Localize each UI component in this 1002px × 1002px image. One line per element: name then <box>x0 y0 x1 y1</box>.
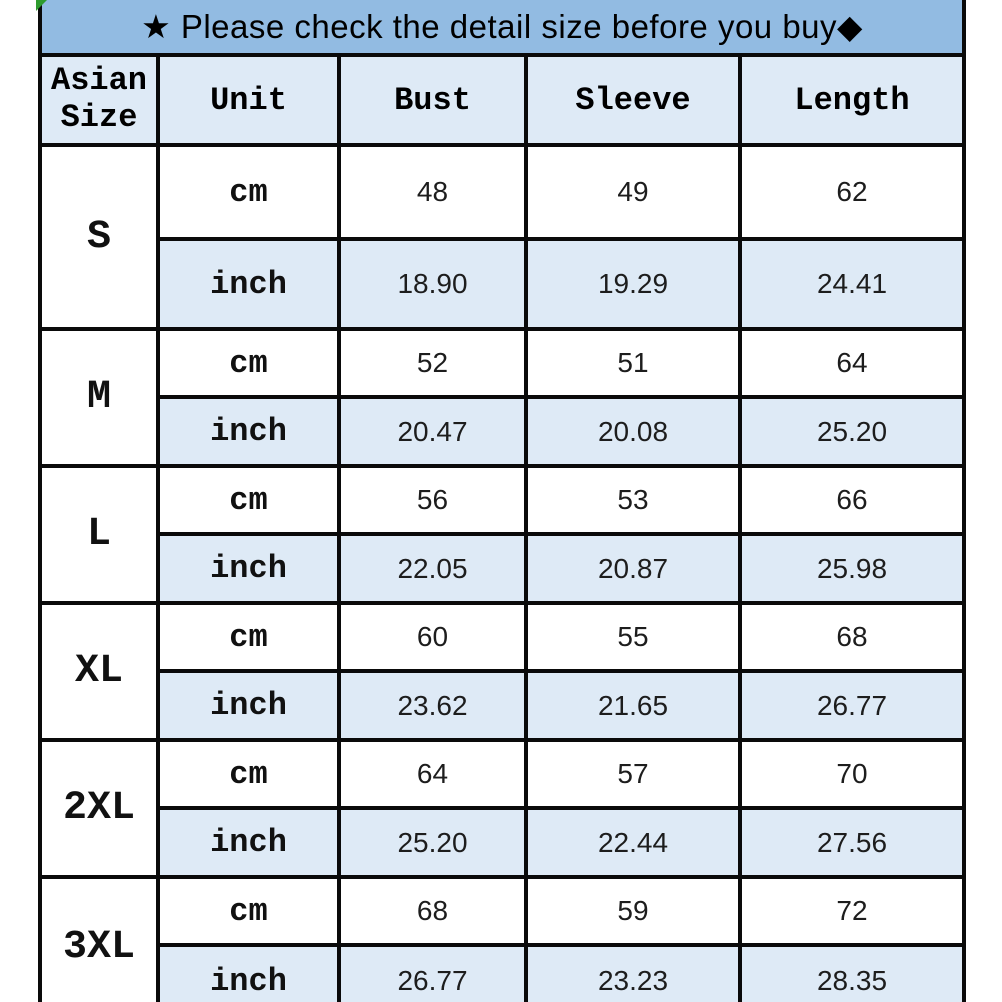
unit-inch-label: inch <box>156 669 341 742</box>
col-header-bust: Bust <box>337 53 528 147</box>
table-header-row: Asian Size Unit Bust Sleeve Length <box>38 53 966 147</box>
2xl-length-cm: 70 <box>738 738 966 810</box>
l-length-cm: 66 <box>738 464 966 536</box>
l-bust-inch: 22.05 <box>337 532 528 605</box>
col-header-length: Length <box>738 53 966 147</box>
2xl-length-inch: 27.56 <box>738 806 966 879</box>
table-row-m-cm: M cm 52 51 64 <box>38 327 966 468</box>
size-label-l: L <box>38 464 160 605</box>
m-bust-inch: 20.47 <box>337 395 528 468</box>
3xl-bust-inch: 26.77 <box>337 943 528 1002</box>
size-label-s: S <box>38 143 160 331</box>
table-row-s-inch: inch 18.90 19.29 24.41 <box>40 237 966 331</box>
table-row-3xl-inch: inch 26.77 23.23 28.35 <box>40 943 966 1002</box>
3xl-sleeve-cm: 59 <box>524 875 742 947</box>
table-row-l-inch: inch 22.05 20.87 25.98 <box>40 532 966 605</box>
m-length-inch: 25.20 <box>738 395 966 468</box>
unit-cm-label: cm <box>156 875 341 947</box>
table-row-xl-inch: inch 23.62 21.65 26.77 <box>40 669 966 742</box>
m-length-cm: 64 <box>738 327 966 399</box>
m-bust-cm: 52 <box>337 327 528 399</box>
table-row-2xl-inch: inch 25.20 22.44 27.56 <box>40 806 966 879</box>
xl-bust-cm: 60 <box>337 601 528 673</box>
s-bust-inch: 18.90 <box>337 237 528 331</box>
banner-row: ★ Please check the detail size before yo… <box>38 0 966 57</box>
l-sleeve-inch: 20.87 <box>524 532 742 605</box>
s-sleeve-cm: 49 <box>524 143 742 241</box>
size-label-3xl: 3XL <box>38 875 160 1002</box>
unit-cm-label: cm <box>156 601 341 673</box>
l-sleeve-cm: 53 <box>524 464 742 536</box>
xl-sleeve-cm: 55 <box>524 601 742 673</box>
2xl-bust-inch: 25.20 <box>337 806 528 879</box>
size-label-xl: XL <box>38 601 160 742</box>
table-row-3xl-cm: 3XL cm 68 59 72 <box>38 875 966 1002</box>
unit-inch-label: inch <box>156 395 341 468</box>
2xl-bust-cm: 64 <box>337 738 528 810</box>
unit-inch-label: inch <box>156 532 341 605</box>
s-length-cm: 62 <box>738 143 966 241</box>
2xl-sleeve-cm: 57 <box>524 738 742 810</box>
table-row-s-cm: S cm 48 49 62 <box>38 143 966 331</box>
unit-inch-label: inch <box>156 806 341 879</box>
xl-length-cm: 68 <box>738 601 966 673</box>
table-row-m-inch: inch 20.47 20.08 25.20 <box>40 395 966 468</box>
green-corner-marker-icon <box>36 0 47 11</box>
unit-cm-label: cm <box>156 143 341 241</box>
col-header-unit: Unit <box>156 53 341 147</box>
2xl-sleeve-inch: 22.44 <box>524 806 742 879</box>
m-sleeve-inch: 20.08 <box>524 395 742 468</box>
3xl-length-inch: 28.35 <box>738 943 966 1002</box>
xl-length-inch: 26.77 <box>738 669 966 742</box>
3xl-length-cm: 72 <box>738 875 966 947</box>
table-row-l-cm: L cm 56 53 66 <box>38 464 966 605</box>
3xl-sleeve-inch: 23.23 <box>524 943 742 1002</box>
unit-inch-label: inch <box>156 237 341 331</box>
unit-cm-label: cm <box>156 738 341 810</box>
s-length-inch: 24.41 <box>738 237 966 331</box>
3xl-bust-cm: 68 <box>337 875 528 947</box>
l-length-inch: 25.98 <box>738 532 966 605</box>
unit-inch-label: inch <box>156 943 341 1002</box>
s-sleeve-inch: 19.29 <box>524 237 742 331</box>
unit-cm-label: cm <box>156 327 341 399</box>
xl-bust-inch: 23.62 <box>337 669 528 742</box>
size-chart-table: ★ Please check the detail size before yo… <box>38 0 966 1002</box>
l-bust-cm: 56 <box>337 464 528 536</box>
banner-text: ★ Please check the detail size before yo… <box>38 0 966 57</box>
size-label-m: M <box>38 327 160 468</box>
xl-sleeve-inch: 21.65 <box>524 669 742 742</box>
col-header-asian-size: Asian Size <box>38 53 160 147</box>
unit-cm-label: cm <box>156 464 341 536</box>
table-row-2xl-cm: 2XL cm 64 57 70 <box>38 738 966 879</box>
col-header-sleeve: Sleeve <box>524 53 742 147</box>
size-label-2xl: 2XL <box>38 738 160 879</box>
table-row-xl-cm: XL cm 60 55 68 <box>38 601 966 742</box>
m-sleeve-cm: 51 <box>524 327 742 399</box>
s-bust-cm: 48 <box>337 143 528 241</box>
